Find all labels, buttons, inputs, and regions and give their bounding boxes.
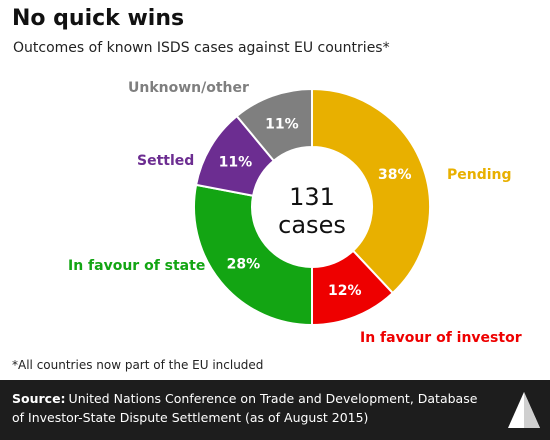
chart-subtitle: Outcomes of known ISDS cases against EU …	[13, 40, 390, 56]
category-label-unknown-other: Unknown/other	[128, 80, 249, 96]
category-label-in-favour-of-investor: In favour of investor	[360, 330, 522, 346]
source-bar: Source: United Nations Conference on Trad…	[0, 380, 550, 440]
source-body: United Nations Conference on Trade and D…	[12, 391, 478, 425]
source-label: Source:	[12, 391, 66, 406]
source-text: Source: United Nations Conference on Trad…	[12, 389, 482, 427]
full-fact-logo	[508, 392, 540, 428]
center-unit: cases	[278, 211, 346, 239]
pct-label-pending: 38%	[378, 167, 412, 183]
pct-label-in-favour-of-state: 28%	[227, 257, 261, 273]
pct-label-settled: 11%	[219, 155, 253, 171]
center-count: 131	[289, 183, 335, 211]
category-label-settled: Settled	[137, 153, 194, 169]
slice-pending	[311, 87, 431, 295]
pct-label-unknown-other: 11%	[265, 116, 299, 132]
slice-in-favour-of-state	[193, 183, 313, 327]
category-label-pending: Pending	[447, 167, 512, 183]
pct-label-in-favour-of-investor: 12%	[328, 283, 362, 299]
donut-chart: 38% 12% 28% 11% 11% Pending In favour of inve…	[68, 80, 522, 346]
chart-title: No quick wins	[12, 6, 185, 31]
slice-unknown-other	[235, 87, 313, 163]
footnote: *All countries now part of the EU includ…	[12, 358, 264, 372]
category-label-in-favour-of-state: In favour of state	[68, 258, 205, 274]
